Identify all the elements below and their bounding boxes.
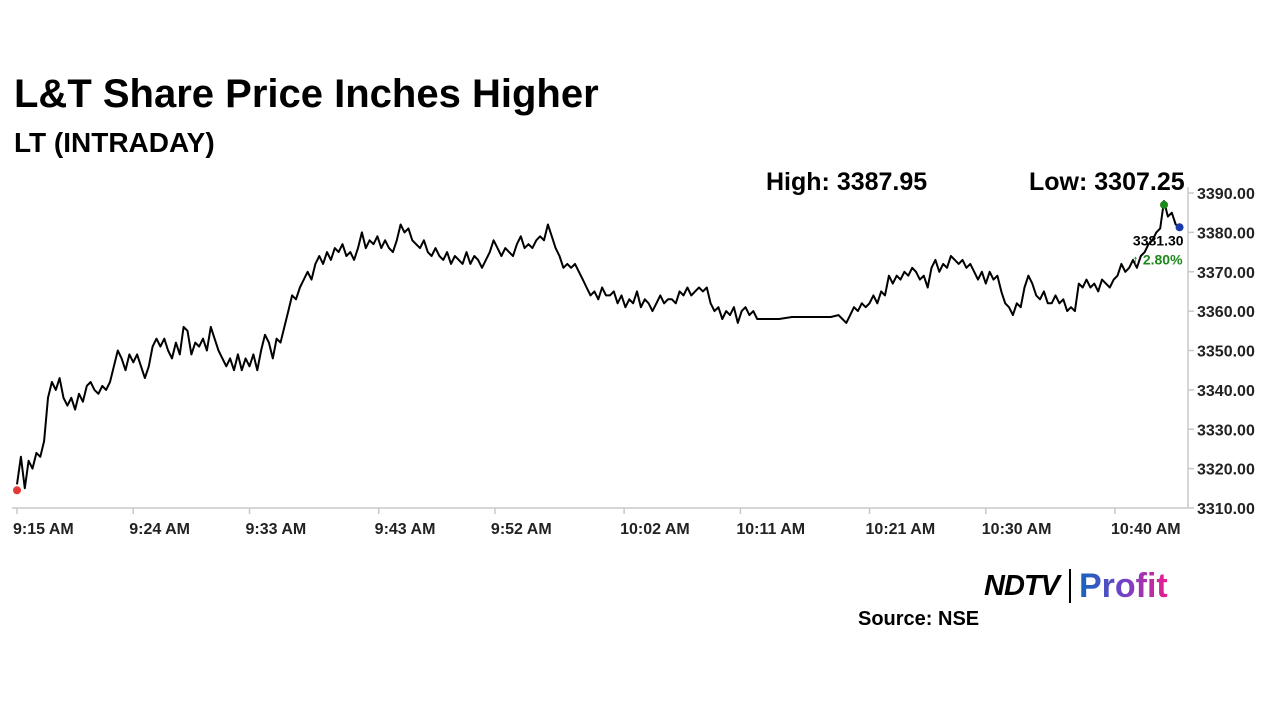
last-point-marker [1175,223,1184,232]
y-tick-label: 3330.00 [1197,422,1255,439]
x-tick-label: 9:52 AM [491,521,552,538]
high-price-label: High: 3387.95 [766,168,928,196]
x-tick-label: 9:33 AM [246,521,307,538]
price-line-series-0 [16,200,1181,490]
y-tick-label: 3360.00 [1197,304,1255,321]
y-tick-label: 3370.00 [1197,265,1255,282]
last-price-label: 3381.30 [1133,232,1184,248]
x-tick-label: 10:21 AM [866,521,936,538]
y-axis-ticks: 3310.00 3320.00 3330.00 3340.00 3350.00 3360.… [1188,186,1255,518]
x-axis-ticks: 9:15 AM 9:24 AM 9:33 AM 9:43 AM 9:52 AM 10:02… [13,508,1181,538]
x-tick-label: 9:15 AM [13,521,74,538]
chart-subtitle: LT (INTRADAY) [14,127,215,158]
low-price-label: Low: 3307.25 [1029,168,1185,196]
high-point-marker [1160,200,1169,209]
x-tick-label: 10:30 AM [982,521,1052,538]
low-point-marker [13,486,21,495]
chart-title: L&T Share Price Inches Higher [14,72,599,116]
x-tick-label: 10:40 AM [1111,521,1181,538]
y-tick-label: 3380.00 [1197,225,1255,242]
logo-profit-text: Profit [1078,566,1168,605]
change-percent-label: ↑ 2.80% [1132,251,1183,267]
y-tick-label: 3340.00 [1197,383,1255,400]
price-series [16,200,1181,490]
ndtv-profit-logo: NDTV Profit [984,566,1168,606]
x-tick-label: 10:11 AM [736,521,805,538]
y-tick-label: 3390.00 [1197,186,1255,203]
logo-divider [1068,569,1071,603]
chart-markers: 3381.30 ↑ 2.80% [13,200,1184,495]
logo-ndtv-text: NDTV [984,569,1060,602]
chart-axes [12,187,1189,509]
y-tick-label: 3350.00 [1197,344,1255,361]
x-tick-label: 9:24 AM [129,521,190,538]
source-note: Source: NSE [858,608,980,630]
x-tick-label: 9:43 AM [375,521,436,538]
y-tick-label: 3320.00 [1197,462,1255,479]
y-tick-label: 3310.00 [1197,501,1255,518]
x-tick-label: 10:02 AM [620,521,690,538]
